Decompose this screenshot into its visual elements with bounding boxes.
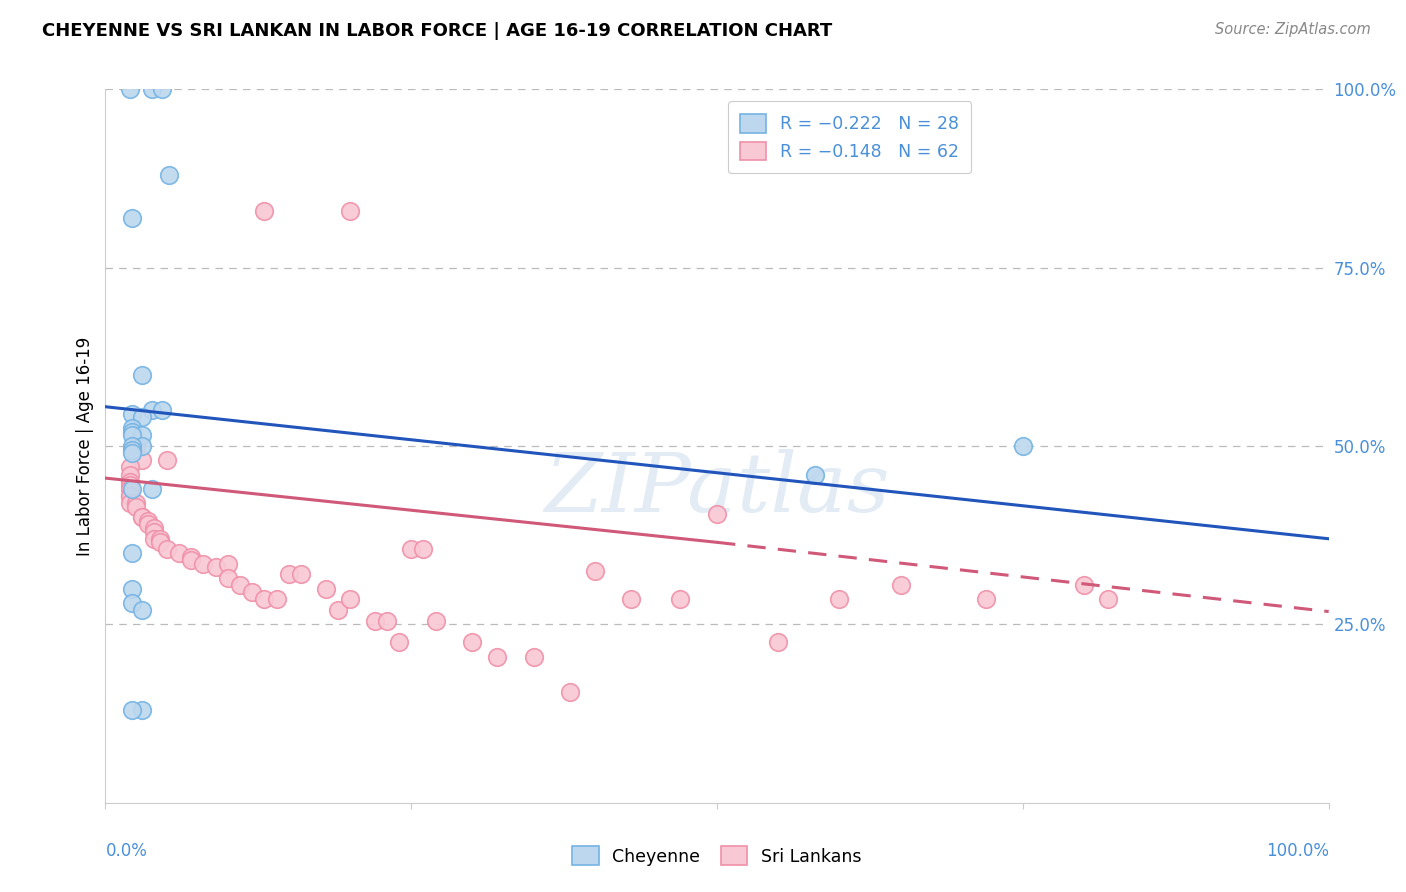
Point (204, 560, 226, 574)
Point (375, 614, 398, 628)
Point (157, 168, 180, 182)
Point (974, 592, 997, 607)
Point (253, 592, 276, 607)
Point (136, 517, 159, 532)
Point (290, 567, 312, 582)
Point (156, 453, 179, 467)
Point (150, 82, 173, 96)
Point (180, 549, 202, 564)
Point (121, 211, 143, 225)
Point (141, 82, 163, 96)
Point (620, 592, 643, 607)
Point (121, 439, 143, 453)
Point (121, 596, 143, 610)
Point (118, 82, 141, 96)
Point (121, 428, 143, 442)
Point (339, 203, 361, 218)
Point (118, 475, 141, 489)
Point (131, 428, 153, 442)
Point (706, 507, 728, 521)
Point (131, 368, 153, 382)
Point (560, 685, 582, 699)
Point (804, 467, 827, 482)
Point (121, 546, 143, 560)
Point (131, 510, 153, 524)
Point (522, 649, 544, 664)
Point (180, 553, 202, 567)
Text: Source: ZipAtlas.com: Source: ZipAtlas.com (1215, 22, 1371, 37)
Point (1097, 592, 1119, 607)
Point (125, 496, 148, 510)
Point (118, 489, 141, 503)
Point (149, 535, 172, 549)
Point (240, 585, 263, 599)
Point (363, 614, 385, 628)
Y-axis label: In Labor Force | Age 16-19: In Labor Force | Age 16-19 (76, 336, 94, 556)
Point (131, 439, 153, 453)
Text: CHEYENNE VS SRI LANKAN IN LABOR FORCE | AGE 16-19 CORRELATION CHART: CHEYENNE VS SRI LANKAN IN LABOR FORCE | … (42, 22, 832, 40)
Point (150, 403, 173, 417)
Point (326, 603, 349, 617)
Point (156, 542, 179, 557)
Point (121, 407, 143, 421)
Point (125, 439, 148, 453)
Point (149, 532, 172, 546)
Point (141, 482, 163, 496)
Point (121, 482, 143, 496)
Point (266, 592, 288, 607)
Point (1011, 439, 1033, 453)
Point (167, 546, 190, 560)
Point (193, 557, 215, 571)
Legend: Cheyenne, Sri Lankans: Cheyenne, Sri Lankans (562, 836, 872, 876)
Point (125, 439, 148, 453)
Text: 100.0%: 100.0% (1265, 842, 1329, 860)
Point (121, 442, 143, 457)
Point (583, 564, 606, 578)
Point (768, 635, 790, 649)
Point (461, 635, 484, 649)
Text: ZIPatlas: ZIPatlas (544, 449, 890, 529)
Point (118, 467, 141, 482)
Point (278, 567, 301, 582)
Point (253, 203, 276, 218)
Point (889, 578, 911, 592)
Point (425, 614, 447, 628)
Point (131, 410, 153, 425)
Point (118, 478, 141, 492)
Point (143, 532, 166, 546)
Point (229, 578, 252, 592)
Point (141, 403, 163, 417)
Point (131, 603, 153, 617)
Point (217, 557, 239, 571)
Point (339, 592, 361, 607)
Point (131, 510, 153, 524)
Point (217, 571, 239, 585)
Point (485, 649, 508, 664)
Point (388, 635, 411, 649)
Point (143, 524, 166, 539)
Point (125, 500, 148, 514)
Point (118, 460, 141, 475)
Point (131, 703, 153, 717)
Point (1073, 578, 1095, 592)
Point (412, 542, 434, 557)
Point (121, 446, 143, 460)
Point (669, 592, 692, 607)
Point (828, 592, 851, 607)
Point (121, 425, 143, 439)
Point (121, 582, 143, 596)
Point (136, 514, 159, 528)
Point (118, 489, 141, 503)
Point (131, 453, 153, 467)
Point (401, 542, 423, 557)
Text: 0.0%: 0.0% (105, 842, 148, 860)
Point (143, 521, 166, 535)
Point (315, 582, 337, 596)
Point (118, 482, 141, 496)
Point (118, 496, 141, 510)
Point (121, 703, 143, 717)
Point (121, 421, 143, 435)
